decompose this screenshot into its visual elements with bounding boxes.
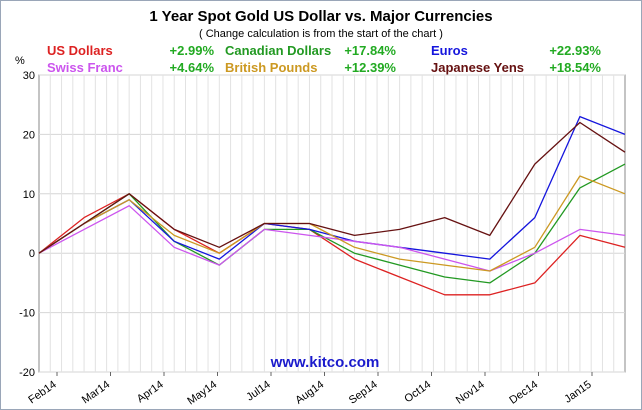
series-lines (38, 115, 626, 296)
x-tick-label: Jan15 (562, 379, 593, 406)
x-tick-label: Jul14 (244, 379, 272, 404)
legend-change: +4.64% (170, 60, 215, 75)
legend-name: Canadian Dollars (225, 43, 331, 58)
y-tick-label: 0 (29, 248, 35, 260)
x-tick-label: May14 (185, 379, 219, 408)
y-tick-label: 10 (23, 189, 35, 201)
legend: US Dollars +2.99% Canadian Dollars +17.84% E… (47, 43, 601, 75)
x-tick-label: Mar14 (80, 379, 112, 407)
y-tick-label: 20 (23, 129, 35, 141)
legend-name: Swiss Franc (47, 60, 123, 75)
series-line (38, 175, 626, 272)
series-line (38, 121, 626, 254)
x-tick-label: Aug14 (293, 379, 326, 407)
legend-change: +12.39% (344, 60, 396, 75)
legend-name: Japanese Yens (431, 60, 524, 75)
watermark: www.kitco.com (270, 354, 380, 371)
x-tick-label: Sep14 (347, 379, 380, 407)
legend-name: US Dollars (47, 43, 113, 58)
y-tick-label: -10 (19, 308, 35, 320)
legend-change: +22.93% (549, 43, 601, 58)
y-tick-label: 30 (23, 70, 35, 82)
x-tick-label: Apr14 (135, 379, 166, 406)
x-tick-label: Dec14 (507, 379, 540, 407)
chart-title: 1 Year Spot Gold US Dollar vs. Major Cur… (149, 8, 492, 25)
y-axis-unit: % (15, 55, 25, 67)
x-tick-label: Oct14 (402, 379, 433, 406)
legend-change: +17.84% (344, 43, 396, 58)
legend-name: Euros (431, 43, 468, 58)
x-axis: Feb14 Mar14 Apr14 May14 Jul14 Aug14 Sep14 Oct14… (26, 372, 594, 408)
series-line (38, 205, 626, 272)
legend-change: +18.54% (549, 60, 601, 75)
legend-name: British Pounds (225, 60, 317, 75)
y-tick-label: -20 (19, 367, 35, 379)
series-line (38, 163, 626, 284)
chart-subtitle: ( Change calculation is from the start o… (199, 28, 443, 40)
legend-change: +2.99% (170, 43, 215, 58)
x-tick-label: Feb14 (26, 379, 58, 407)
x-tick-label: Nov14 (454, 379, 487, 407)
y-axis: -20 -10 0 10 20 30 (19, 70, 35, 379)
